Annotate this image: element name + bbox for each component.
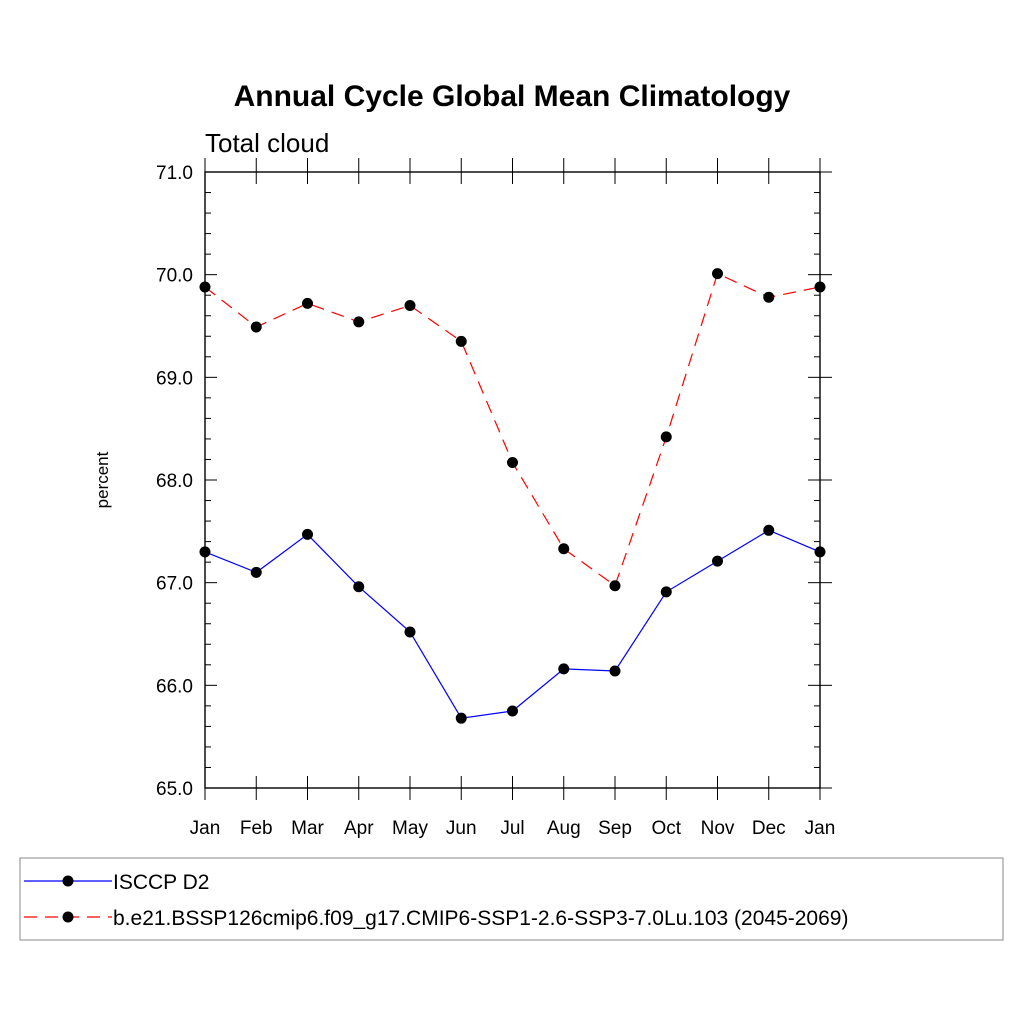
y-tick-label: 67.0: [156, 574, 193, 595]
y-tick-label: 68.0: [156, 471, 193, 492]
data-point-1: [609, 580, 621, 592]
x-tick-label: Nov: [701, 818, 735, 839]
data-point-1: [507, 457, 518, 469]
data-point-1: [404, 299, 416, 311]
data-point-1: [660, 431, 672, 443]
legend-label-isccp: ISCCP D2: [113, 871, 209, 894]
x-tick-label: Apr: [344, 818, 374, 839]
data-point-0: [507, 705, 518, 717]
x-tick-label: Jun: [446, 818, 477, 839]
x-tick-label: Aug: [547, 818, 581, 839]
legend-box: [19, 857, 1004, 941]
legend-marker-model: [62, 911, 74, 923]
x-tick-label: Jul: [500, 818, 524, 839]
data-point-0: [712, 555, 723, 567]
x-tick-label: Jan: [805, 818, 836, 839]
data-point-0: [455, 712, 467, 724]
data-point-0: [404, 626, 416, 638]
y-tick-label: 70.0: [156, 266, 193, 287]
legend-label-model: b.e21.BSSP126cmip6.f09_g17.CMIP6-SSP1-2.…: [113, 907, 848, 930]
x-tick-label: Jan: [190, 818, 221, 839]
data-point-0: [250, 566, 262, 578]
data-point-0: [609, 665, 621, 677]
data-point-1: [763, 291, 775, 303]
series-markers: [199, 268, 826, 724]
data-point-1: [353, 316, 365, 328]
x-tick-label: Mar: [291, 818, 324, 839]
y-tick-label: 69.0: [156, 368, 193, 389]
y-axis-label: percent: [93, 451, 112, 508]
x-tick-label: May: [392, 818, 428, 839]
legend-marker-isccp: [62, 875, 74, 887]
data-point-1: [455, 335, 467, 347]
series-lines: [204, 272, 821, 719]
x-tick-label: Oct: [651, 818, 681, 839]
chart-subtitle: Total cloud: [205, 128, 329, 158]
data-point-1: [250, 321, 262, 333]
y-tick-label: 65.0: [156, 779, 193, 800]
x-tick-label: Sep: [598, 818, 632, 839]
series-line-0: [204, 529, 821, 719]
data-point-1: [302, 297, 313, 309]
x-tick-label: Dec: [752, 818, 786, 839]
axis-ticks: [204, 158, 832, 800]
data-point-0: [353, 581, 365, 593]
data-point-0: [660, 586, 672, 598]
y-tick-label: 66.0: [156, 676, 193, 697]
chart-title: Annual Cycle Global Mean Climatology: [234, 80, 791, 113]
tick-labels: 65.0 66.0 67.0 68.0 69.0 70.0 71.0 Jan Feb Mar Apr…: [156, 163, 835, 839]
legend: ISCCP D2 b.e21.BSSP126cmip6.f09_g17.CMIP…: [19, 857, 1004, 941]
data-point-0: [763, 524, 775, 536]
y-tick-label: 71.0: [156, 163, 193, 184]
series-line-1: [204, 272, 821, 587]
data-point-1: [712, 268, 723, 280]
plot-frame: [204, 171, 821, 789]
data-point-0: [558, 663, 570, 675]
data-point-1: [558, 543, 570, 555]
x-tick-label: Feb: [240, 818, 273, 839]
data-point-0: [302, 528, 313, 540]
